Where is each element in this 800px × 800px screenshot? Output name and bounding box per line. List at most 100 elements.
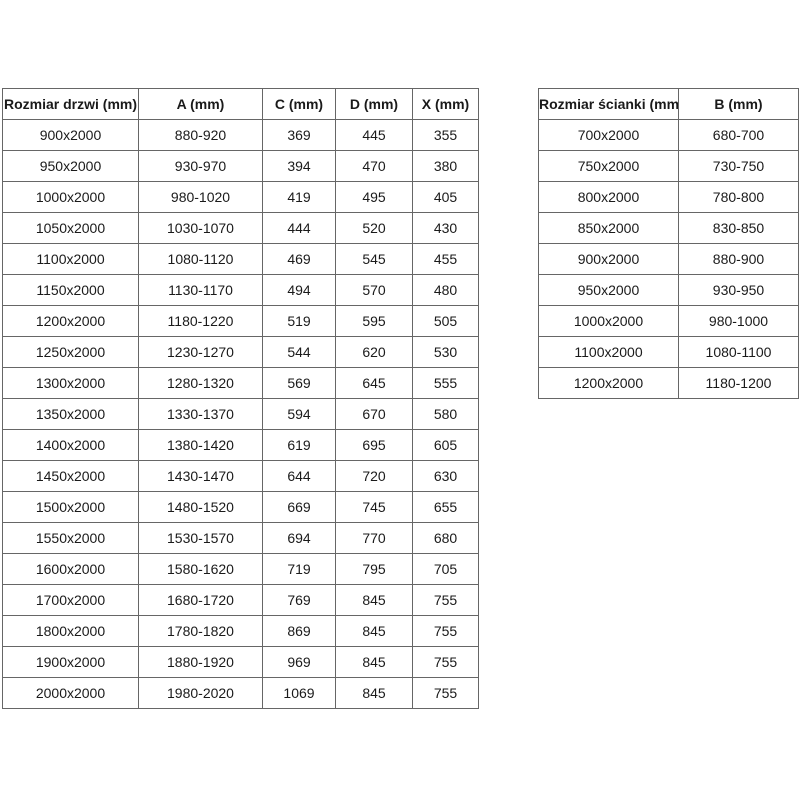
column-header: D (mm) — [335, 88, 413, 120]
table-cell: 569 — [262, 367, 336, 399]
table-cell: 445 — [335, 119, 413, 151]
table-cell: 719 — [262, 553, 336, 585]
table-cell: 594 — [262, 398, 336, 430]
table-cell: 1100x2000 — [538, 336, 679, 368]
table-cell: 1900x2000 — [2, 646, 139, 678]
table-cell: 444 — [262, 212, 336, 244]
table-cell: 570 — [335, 274, 413, 306]
table-cell: 520 — [335, 212, 413, 244]
table-cell: 1280-1320 — [138, 367, 263, 399]
table-row: 1500x2000 1480-1520 669 745 655 — [2, 491, 479, 523]
table-row: 850x2000 830-850 — [538, 212, 799, 244]
column-header: Rozmiar drzwi (mm) — [2, 88, 139, 120]
table-cell: 880-920 — [138, 119, 263, 151]
table-cell: 1180-1200 — [678, 367, 799, 399]
table-cell: 470 — [335, 150, 413, 182]
table-cell: 669 — [262, 491, 336, 523]
table-cell: 1350x2000 — [2, 398, 139, 430]
table-cell: 1080-1120 — [138, 243, 263, 275]
table-cell: 880-900 — [678, 243, 799, 275]
table-cell: 769 — [262, 584, 336, 616]
table-cell: 1000x2000 — [2, 181, 139, 213]
table-cell: 930-970 — [138, 150, 263, 182]
table-row: 1600x2000 1580-1620 719 795 705 — [2, 553, 479, 585]
table-row: 1100x2000 1080-1100 — [538, 336, 799, 368]
table-cell: 670 — [335, 398, 413, 430]
table-cell: 1130-1170 — [138, 274, 263, 306]
table-cell: 720 — [335, 460, 413, 492]
table-cell: 544 — [262, 336, 336, 368]
table-cell: 1069 — [262, 677, 336, 709]
table-row: 1900x2000 1880-1920 969 845 755 — [2, 646, 479, 678]
table-cell: 680-700 — [678, 119, 799, 151]
table-cell: 1580-1620 — [138, 553, 263, 585]
table-cell: 969 — [262, 646, 336, 678]
table-cell: 645 — [335, 367, 413, 399]
table-cell: 830-850 — [678, 212, 799, 244]
table-cell: 1050x2000 — [2, 212, 139, 244]
column-header: C (mm) — [262, 88, 336, 120]
table-cell: 780-800 — [678, 181, 799, 213]
table-cell: 950x2000 — [2, 150, 139, 182]
table-cell: 755 — [412, 584, 479, 616]
table-cell: 419 — [262, 181, 336, 213]
table-cell: 619 — [262, 429, 336, 461]
table-cell: 930-950 — [678, 274, 799, 306]
table-cell: 869 — [262, 615, 336, 647]
table-cell: 580 — [412, 398, 479, 430]
column-header: X (mm) — [412, 88, 479, 120]
table-cell: 1200x2000 — [2, 305, 139, 337]
table-cell: 630 — [412, 460, 479, 492]
table-cell: 1200x2000 — [538, 367, 679, 399]
table-cell: 545 — [335, 243, 413, 275]
table-cell: 1600x2000 — [2, 553, 139, 585]
table-row: 1200x2000 1180-1220 519 595 505 — [2, 305, 479, 337]
table-row: 1350x2000 1330-1370 594 670 580 — [2, 398, 479, 430]
table-row: 1100x2000 1080-1120 469 545 455 — [2, 243, 479, 275]
table-cell: 1400x2000 — [2, 429, 139, 461]
table-cell: 745 — [335, 491, 413, 523]
table-row: 950x2000 930-970 394 470 380 — [2, 150, 479, 182]
table-cell: 900x2000 — [2, 119, 139, 151]
table-cell: 730-750 — [678, 150, 799, 182]
column-header: A (mm) — [138, 88, 263, 120]
table-cell: 695 — [335, 429, 413, 461]
table-cell: 380 — [412, 150, 479, 182]
wall-sizes-table: Rozmiar ścianki (mm) B (mm) 700x2000 680-70… — [538, 88, 799, 399]
table-cell: 845 — [335, 615, 413, 647]
table-cell: 1980-2020 — [138, 677, 263, 709]
table-cell: 1780-1820 — [138, 615, 263, 647]
table-cell: 1430-1470 — [138, 460, 263, 492]
table-cell: 620 — [335, 336, 413, 368]
table-cell: 1100x2000 — [2, 243, 139, 275]
table-cell: 519 — [262, 305, 336, 337]
table-cell: 1550x2000 — [2, 522, 139, 554]
table-cell: 1230-1270 — [138, 336, 263, 368]
table-cell: 405 — [412, 181, 479, 213]
table-cell: 795 — [335, 553, 413, 585]
table-cell: 770 — [335, 522, 413, 554]
table-cell: 845 — [335, 646, 413, 678]
table-row: 1150x2000 1130-1170 494 570 480 — [2, 274, 479, 306]
table-cell: 1530-1570 — [138, 522, 263, 554]
table-cell: 755 — [412, 677, 479, 709]
table-cell: 469 — [262, 243, 336, 275]
table-cell: 595 — [335, 305, 413, 337]
column-header: B (mm) — [678, 88, 799, 120]
table-cell: 750x2000 — [538, 150, 679, 182]
table-cell: 530 — [412, 336, 479, 368]
table-row: 1450x2000 1430-1470 644 720 630 — [2, 460, 479, 492]
table-row: 900x2000 880-900 — [538, 243, 799, 275]
table-cell: 800x2000 — [538, 181, 679, 213]
table-row: 1550x2000 1530-1570 694 770 680 — [2, 522, 479, 554]
table-cell: 1680-1720 — [138, 584, 263, 616]
table-cell: 845 — [335, 677, 413, 709]
table-cell: 394 — [262, 150, 336, 182]
header-row: Rozmiar ścianki (mm) B (mm) — [538, 88, 799, 120]
table-row: 800x2000 780-800 — [538, 181, 799, 213]
table-row: 1250x2000 1230-1270 544 620 530 — [2, 336, 479, 368]
table-cell: 555 — [412, 367, 479, 399]
table-cell: 900x2000 — [538, 243, 679, 275]
table-cell: 980-1000 — [678, 305, 799, 337]
table-cell: 694 — [262, 522, 336, 554]
